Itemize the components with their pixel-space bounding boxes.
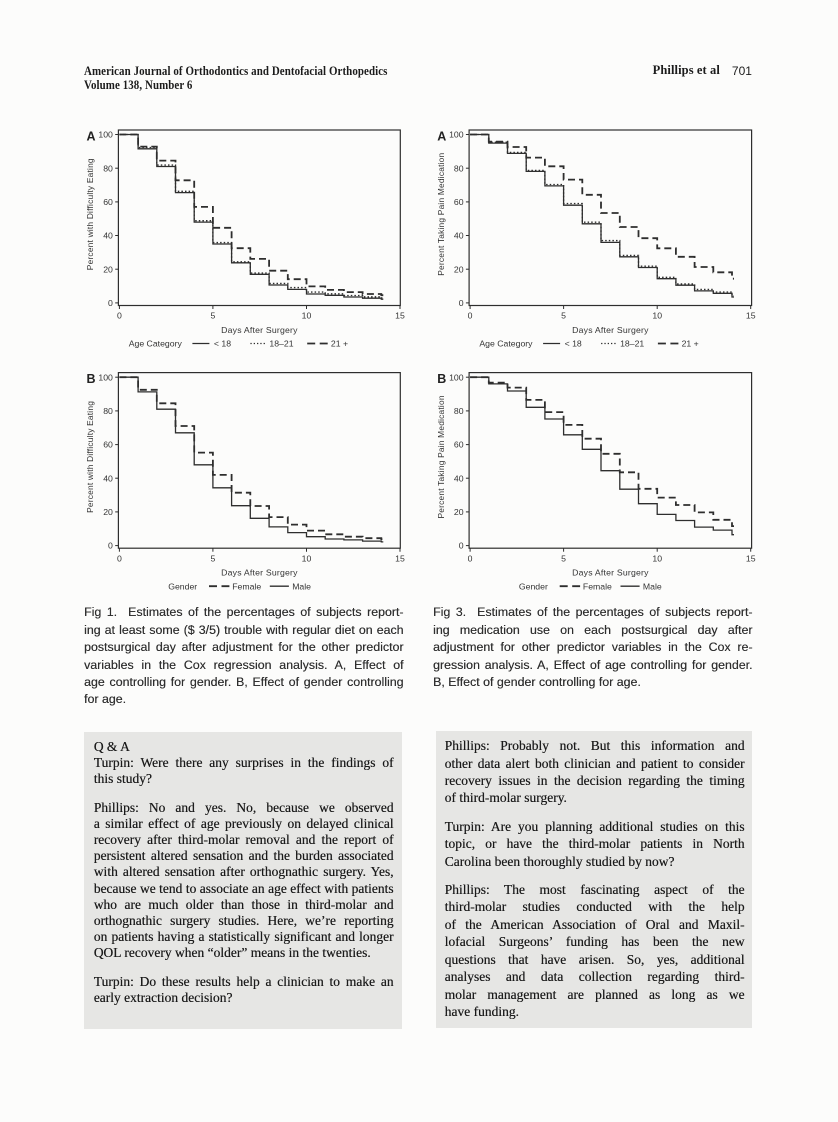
svg-text:18–21: 18–21: [620, 339, 644, 349]
svg-text:Days After Surgery: Days After Surgery: [572, 568, 649, 578]
svg-text:5: 5: [561, 311, 566, 321]
svg-text:100: 100: [98, 372, 113, 382]
svg-text:15: 15: [395, 311, 405, 321]
svg-text:B: B: [437, 372, 446, 386]
svg-text:15: 15: [746, 553, 756, 563]
svg-text:20: 20: [454, 264, 464, 274]
svg-text:Days After Surgery: Days After Surgery: [221, 325, 298, 335]
svg-text:< 18: < 18: [565, 339, 582, 349]
svg-text:100: 100: [449, 130, 464, 140]
svg-text:Percent with Difficulty Eating: Percent with Difficulty Eating: [85, 158, 95, 270]
svg-text:15: 15: [746, 311, 756, 321]
svg-text:80: 80: [103, 163, 113, 173]
svg-text:A: A: [87, 129, 96, 143]
svg-text:A: A: [437, 129, 446, 143]
svg-text:40: 40: [103, 231, 113, 241]
svg-text:Female: Female: [232, 581, 261, 591]
svg-text:40: 40: [103, 473, 113, 483]
svg-text:5: 5: [210, 311, 215, 321]
svg-text:0: 0: [468, 553, 473, 563]
svg-text:60: 60: [103, 197, 113, 207]
svg-text:21 +: 21 +: [331, 339, 348, 349]
svg-text:Age Category: Age Category: [129, 339, 183, 349]
svg-text:0: 0: [108, 298, 113, 308]
svg-text:Gender: Gender: [519, 581, 548, 591]
svg-text:5: 5: [210, 553, 215, 563]
svg-text:Female: Female: [583, 581, 612, 591]
svg-text:60: 60: [454, 197, 464, 207]
svg-text:21 +: 21 +: [682, 339, 699, 349]
svg-text:100: 100: [98, 130, 113, 140]
svg-text:< 18: < 18: [214, 339, 231, 349]
svg-text:40: 40: [454, 473, 464, 483]
svg-text:Percent Taking Pain Medication: Percent Taking Pain Medication: [436, 152, 446, 275]
svg-text:40: 40: [454, 231, 464, 241]
svg-text:10: 10: [652, 311, 662, 321]
svg-text:20: 20: [103, 507, 113, 517]
svg-text:Days After Surgery: Days After Surgery: [572, 325, 649, 335]
svg-text:Percent Taking Pain Medication: Percent Taking Pain Medication: [436, 395, 446, 518]
svg-text:80: 80: [454, 406, 464, 416]
svg-text:0: 0: [459, 298, 464, 308]
svg-text:0: 0: [117, 553, 122, 563]
svg-text:Age Category: Age Category: [479, 339, 533, 349]
svg-text:15: 15: [395, 553, 405, 563]
svg-text:60: 60: [103, 440, 113, 450]
svg-text:Days After Surgery: Days After Surgery: [221, 568, 298, 578]
svg-text:80: 80: [454, 163, 464, 173]
svg-text:0: 0: [468, 311, 473, 321]
svg-text:B: B: [87, 372, 96, 386]
svg-text:60: 60: [454, 440, 464, 450]
svg-text:20: 20: [103, 264, 113, 274]
svg-text:0: 0: [108, 541, 113, 551]
svg-text:80: 80: [103, 406, 113, 416]
svg-text:0: 0: [117, 311, 122, 321]
svg-text:18–21: 18–21: [269, 339, 293, 349]
svg-text:0: 0: [459, 541, 464, 551]
svg-text:20: 20: [454, 507, 464, 517]
svg-text:5: 5: [561, 553, 566, 563]
svg-text:100: 100: [449, 372, 464, 382]
svg-text:Percent with Difficulty Eating: Percent with Difficulty Eating: [85, 401, 95, 513]
svg-text:Male: Male: [292, 581, 311, 591]
svg-text:Male: Male: [643, 581, 662, 591]
svg-text:10: 10: [302, 553, 312, 563]
svg-text:Gender: Gender: [168, 581, 197, 591]
svg-text:10: 10: [652, 553, 662, 563]
svg-text:10: 10: [302, 311, 312, 321]
